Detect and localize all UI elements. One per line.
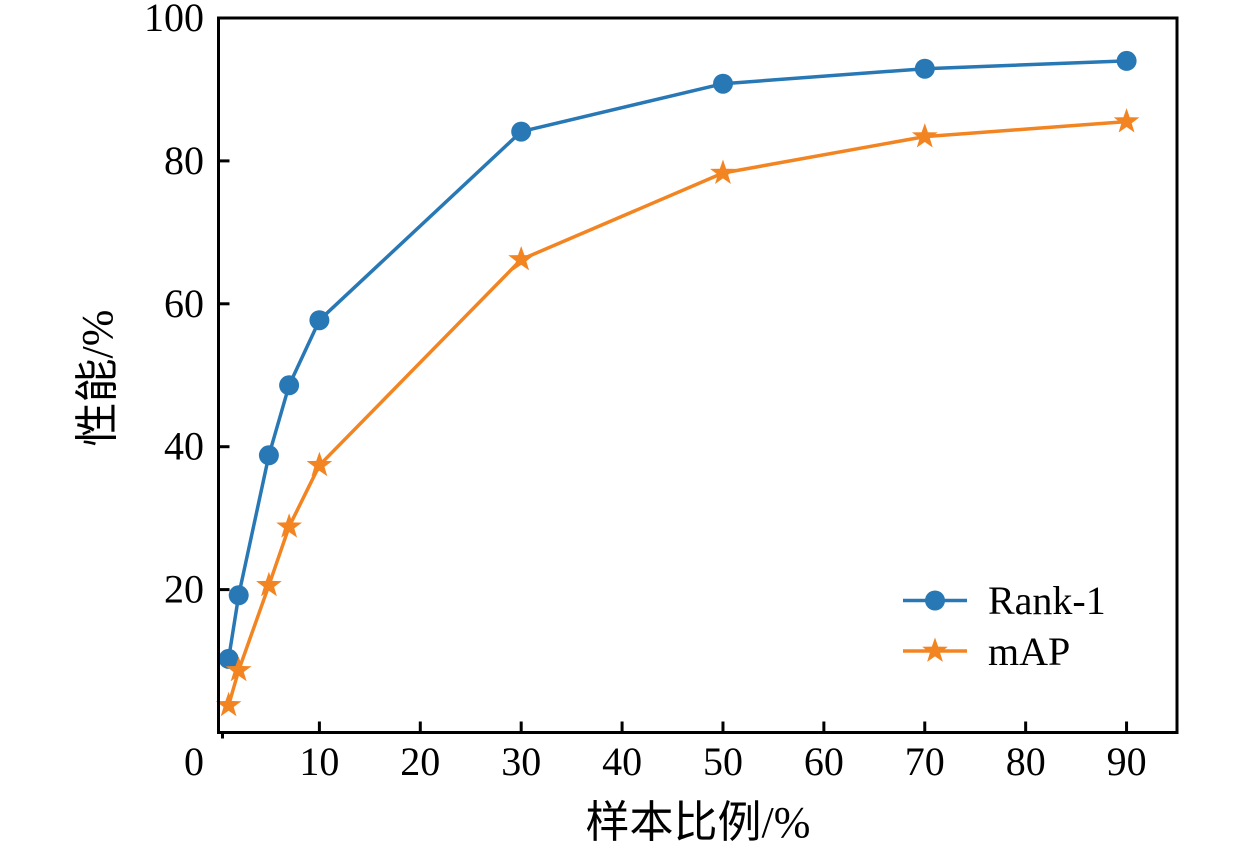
y-tick-label: 100 <box>144 0 204 40</box>
legend-item-map: mAP <box>988 629 1070 674</box>
rank-1-marker <box>914 58 935 79</box>
legend-item-rank-1: Rank-1 <box>988 578 1106 623</box>
y-tick-label: 60 <box>164 281 204 326</box>
map-marker <box>276 513 302 538</box>
plot-layer: 10 20 30 40 50 60 70 80 90 20 40 60 80 100 0 <box>144 0 1179 784</box>
rank-1-marker <box>258 445 279 466</box>
map-marker <box>710 159 736 184</box>
rank-1-marker <box>279 375 300 396</box>
map-marker <box>911 123 938 148</box>
map-marker <box>306 451 333 477</box>
map-marker <box>508 246 534 271</box>
origin-label: 0 <box>184 739 204 784</box>
legend-label-map: mAP <box>988 629 1070 674</box>
x-tick-label: 10 <box>299 739 339 784</box>
legend: Rank-1 mAP <box>903 578 1106 674</box>
x-tick-label: 50 <box>703 739 743 784</box>
y-axis-title: 性能/% <box>73 310 122 447</box>
y-tick-label: 20 <box>164 567 204 612</box>
rank-1-marker <box>1116 50 1137 71</box>
legend-label-rank-1: Rank-1 <box>988 578 1106 623</box>
x-tick-label: 80 <box>1006 739 1046 784</box>
x-tick-label: 20 <box>400 739 440 784</box>
x-tick-label: 60 <box>804 739 844 784</box>
x-tick-label: 70 <box>905 739 945 784</box>
plot-area-border <box>217 16 1179 734</box>
x-axis-title: 样本比例/% <box>586 798 811 847</box>
rank-1-marker <box>309 310 330 331</box>
map-marker <box>215 691 242 717</box>
rank-1-marker <box>511 121 532 142</box>
legend-sample-marker <box>922 637 948 662</box>
rank-1-marker <box>228 585 249 606</box>
y-tick-label: 40 <box>164 424 204 469</box>
x-tick-label: 30 <box>501 739 541 784</box>
map-marker <box>256 571 282 597</box>
rank-1-marker <box>713 73 733 94</box>
y-tick-label: 80 <box>164 138 204 183</box>
map-marker <box>1113 108 1140 133</box>
legend-sample-marker <box>925 590 945 611</box>
x-tick-label: 90 <box>1107 739 1147 784</box>
legend-samples <box>903 590 967 662</box>
rank-1-marker <box>218 648 239 669</box>
rank-1-line <box>226 59 1127 660</box>
map-marker <box>225 656 252 682</box>
x-tick-label: 40 <box>602 739 642 784</box>
